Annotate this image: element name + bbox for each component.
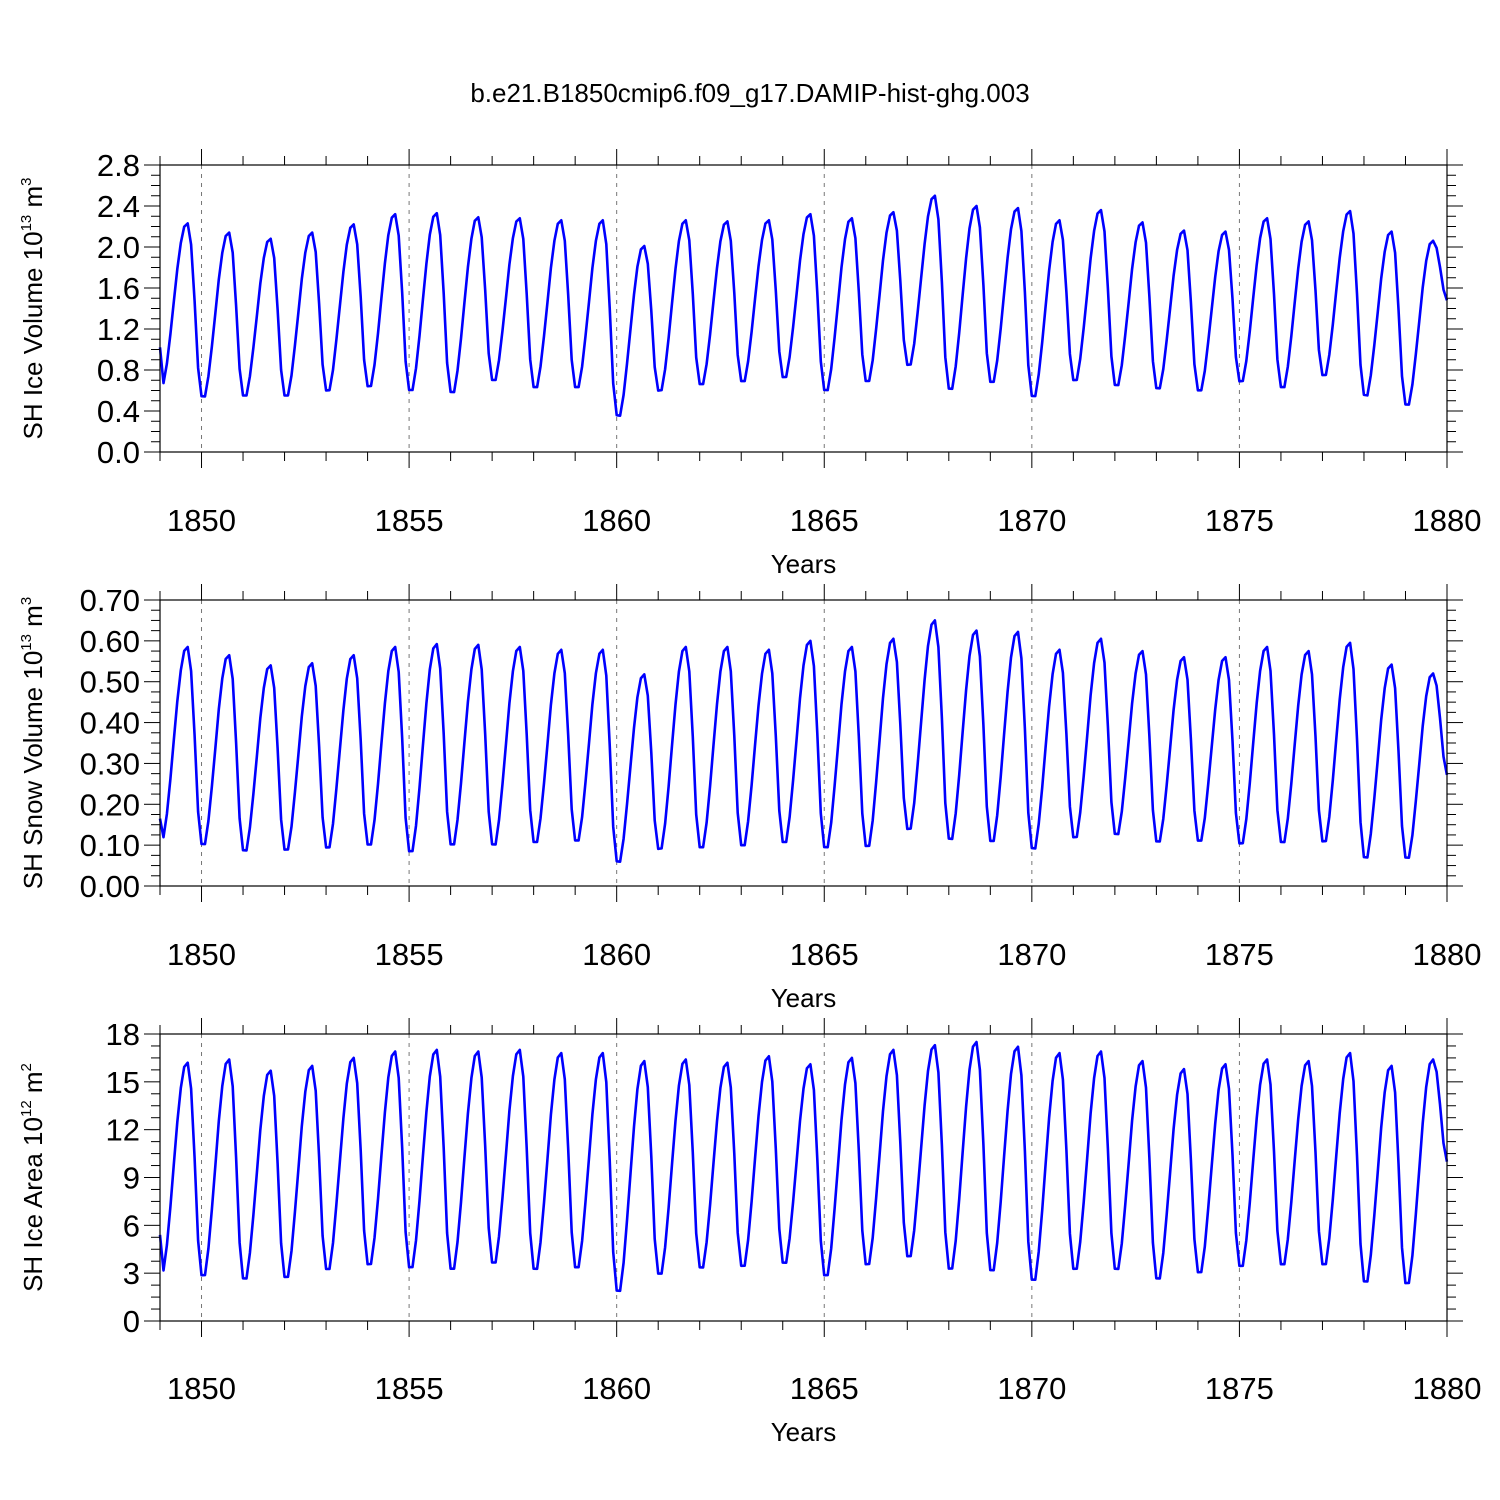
figure-title: b.e21.B1850cmip6.f09_g17.DAMIP-hist-ghg.… [470, 78, 1029, 108]
y-tick-label: 0.8 [97, 353, 140, 388]
y-axis-title-superscript: 2 [18, 1063, 35, 1071]
y-axis-title-text: SH Snow Volume 10 [18, 651, 48, 889]
y-tick-label: 0.50 [80, 665, 140, 700]
x-tick-label: 1870 [997, 503, 1066, 538]
y-axis-title-superscript: 3 [18, 597, 35, 605]
x-tick-label: 1865 [790, 1371, 859, 1406]
y-axis-title: SH Snow Volume 1013 m3 [18, 597, 48, 889]
data-series-line [158, 1040, 1449, 1293]
x-tick-label: 1850 [167, 1371, 236, 1406]
x-tick-label: 1855 [375, 503, 444, 538]
plot-frame [159, 164, 1448, 453]
y-tick-label: 3 [123, 1256, 140, 1291]
y-tick-label: 9 [123, 1161, 140, 1196]
y-tick-label: 2.4 [97, 189, 140, 224]
panels: 1850 1855 1860 1865 1870 1875 1880Years0.00.40… [18, 148, 1481, 1447]
y-axis-title-text: m [18, 1071, 48, 1100]
y-axis-title-text: SH Ice Volume 10 [18, 231, 48, 439]
y-tick-label: 0 [123, 1304, 140, 1339]
y-axis-title: SH Ice Volume 1013 m3 [18, 177, 48, 439]
plot-frame [159, 1033, 1448, 1322]
y-tick-label: 18 [106, 1017, 140, 1052]
x-tick-label: 1870 [997, 937, 1066, 972]
x-axis-title: Years [771, 549, 837, 579]
y-tick-label: 6 [123, 1208, 140, 1243]
x-tick-label: 1875 [1205, 1371, 1274, 1406]
y-axis-title-superscript: 13 [18, 634, 35, 651]
y-tick-label: 0.70 [80, 583, 140, 618]
y-tick-label: 0.4 [97, 394, 140, 429]
x-tick-label: 1880 [1413, 1371, 1482, 1406]
x-tick-label: 1880 [1413, 937, 1482, 972]
y-tick-label: 12 [106, 1113, 140, 1148]
y-axis-title-text: SH Ice Area 10 [18, 1117, 48, 1292]
chart-panel-1: 1850 1855 1860 1865 1870 1875 1880 Years 0.0 0.4 0… [18, 148, 1481, 579]
y-tick-label: 1.6 [97, 271, 140, 306]
y-axis-title-text: m [18, 605, 48, 634]
y-axis-title-superscript: 12 [18, 1100, 35, 1117]
chart-panel-2: 1850 1855 1860 1865 1870 1875 1880 Years 0.00 0.1… [18, 583, 1481, 1013]
x-axis-title: Years [771, 1417, 837, 1447]
y-tick-label: 0.00 [80, 869, 140, 904]
y-tick-label: 0.20 [80, 787, 140, 822]
y-tick-label: 2.8 [97, 148, 140, 183]
x-tick-label: 1880 [1413, 503, 1482, 538]
x-tick-label: 1855 [375, 1371, 444, 1406]
x-tick-label: 1860 [582, 937, 651, 972]
x-tick-label: 1860 [582, 503, 651, 538]
y-tick-label: 1.2 [97, 312, 140, 347]
y-axis-title-text: m [18, 186, 48, 215]
y-tick-label: 0.40 [80, 706, 140, 741]
y-tick-label: 0.60 [80, 624, 140, 659]
x-tick-label: 1865 [790, 503, 859, 538]
y-axis-title-superscript: 3 [18, 177, 35, 185]
y-tick-label: 2.0 [97, 230, 140, 265]
y-tick-label: 15 [106, 1065, 140, 1100]
x-tick-label: 1850 [167, 937, 236, 972]
chart-panel-3: 1850 1855 1860 1865 1870 1875 1880 Years 0 3 6 9 12 1… [18, 1017, 1481, 1447]
y-axis-title: SH Ice Area 1012 m2 [18, 1063, 48, 1292]
x-tick-label: 1875 [1205, 937, 1274, 972]
data-series-line [158, 194, 1449, 418]
y-tick-label: 0.10 [80, 828, 140, 863]
y-axis-title-superscript: 13 [18, 215, 35, 232]
x-tick-label: 1875 [1205, 503, 1274, 538]
x-tick-label: 1850 [167, 503, 236, 538]
y-tick-label: 0.30 [80, 746, 140, 781]
y-tick-label: 0.0 [97, 435, 140, 470]
data-series-line [158, 619, 1449, 864]
x-axis-title: Years [771, 983, 837, 1013]
x-tick-label: 1855 [375, 937, 444, 972]
x-tick-label: 1865 [790, 937, 859, 972]
x-tick-label: 1860 [582, 1371, 651, 1406]
x-tick-label: 1870 [997, 1371, 1066, 1406]
